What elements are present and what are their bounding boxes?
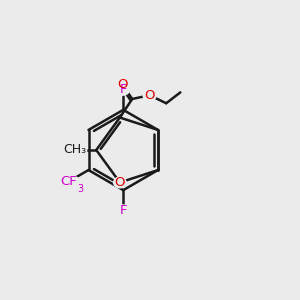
Ellipse shape (114, 177, 126, 188)
Text: 3: 3 (77, 184, 84, 194)
Ellipse shape (143, 90, 156, 101)
Text: F: F (119, 204, 127, 217)
Text: CF: CF (60, 175, 77, 188)
Ellipse shape (116, 79, 129, 90)
Ellipse shape (58, 175, 79, 187)
Ellipse shape (117, 205, 130, 216)
Text: O: O (115, 176, 125, 189)
Text: CH₃: CH₃ (63, 143, 86, 157)
Ellipse shape (63, 144, 87, 156)
Ellipse shape (117, 84, 130, 95)
Text: O: O (117, 78, 128, 91)
Text: F: F (119, 83, 127, 96)
Text: O: O (144, 89, 155, 102)
